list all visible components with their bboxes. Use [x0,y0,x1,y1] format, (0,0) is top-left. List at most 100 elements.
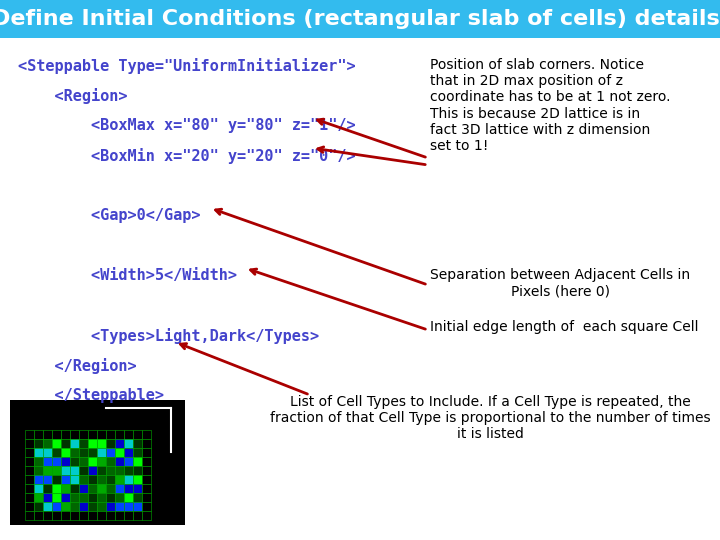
Bar [52,475,60,483]
Bar [97,475,106,483]
Bar [61,448,70,456]
Bar [106,466,114,475]
Text: <Width>5</Width>: <Width>5</Width> [18,268,237,283]
Bar [70,457,78,465]
Bar [115,448,124,456]
Bar [52,493,60,502]
Bar [133,475,142,483]
Bar [70,484,78,492]
Bar [52,430,60,438]
Bar [97,511,106,519]
Bar [142,484,150,492]
Bar [79,475,88,483]
Bar [88,430,96,438]
Bar [115,493,124,502]
Bar [43,448,52,456]
Bar [124,502,132,510]
Bar [70,439,78,448]
Bar [34,457,42,465]
Bar [43,475,52,483]
Bar [79,466,88,475]
Bar [25,493,34,502]
Bar [142,466,150,475]
Bar [52,457,60,465]
Bar [70,511,78,519]
Bar [34,439,42,448]
Text: <Gap>0</Gap>: <Gap>0</Gap> [18,208,200,223]
Bar [43,502,52,510]
Bar [124,466,132,475]
Bar [70,466,78,475]
Bar [79,448,88,456]
Bar [43,466,52,475]
Bar [97,448,106,456]
Bar [61,511,70,519]
Bar [43,430,52,438]
Bar [88,457,96,465]
Bar [52,502,60,510]
Bar [106,484,114,492]
Bar [52,448,60,456]
Text: </Steppable>: </Steppable> [18,388,164,403]
Bar [97,439,106,448]
Bar [79,430,88,438]
Bar [115,484,124,492]
Bar [34,448,42,456]
Bar [25,439,34,448]
Bar [115,466,124,475]
Bar [142,439,150,448]
Bar [25,475,34,483]
Bar [97,493,106,502]
Bar [88,448,96,456]
Bar [79,493,88,502]
Bar [88,484,96,492]
Bar [88,511,96,519]
Bar [115,457,124,465]
Bar [97,484,106,492]
Text: <BoxMin x="20" y="20" z="0"/>: <BoxMin x="20" y="20" z="0"/> [18,148,356,164]
Text: Define Initial Conditions (rectangular slab of cells) details:: Define Initial Conditions (rectangular s… [0,9,720,29]
Bar [124,475,132,483]
Bar [61,502,70,510]
Bar [70,448,78,456]
Bar [133,502,142,510]
Bar [61,475,70,483]
Bar [133,457,142,465]
Bar [133,430,142,438]
Bar [106,511,114,519]
Bar [43,439,52,448]
Bar [52,511,60,519]
Bar [133,511,142,519]
Bar [61,439,70,448]
Bar [115,439,124,448]
Bar [115,475,124,483]
Bar [124,439,132,448]
Bar [124,448,132,456]
Bar [106,439,114,448]
Text: Initial edge length of  each square Cell: Initial edge length of each square Cell [430,320,698,334]
Bar [43,457,52,465]
Bar [34,484,42,492]
Bar [88,475,96,483]
Bar [79,457,88,465]
Bar [142,457,150,465]
Bar [61,493,70,502]
Text: <Region>: <Region> [18,88,127,104]
Bar [133,493,142,502]
Bar [0,0,720,38]
Bar [124,493,132,502]
Bar [106,475,114,483]
Bar [34,466,42,475]
Bar [79,502,88,510]
Bar [34,475,42,483]
Bar [61,430,70,438]
Bar [25,457,34,465]
Bar [124,430,132,438]
Text: List of Cell Types to Include. If a Cell Type is repeated, the
fraction of that : List of Cell Types to Include. If a Cell… [270,395,711,441]
Bar [43,511,52,519]
Bar [88,493,96,502]
Bar [25,511,34,519]
Bar [142,475,150,483]
Bar [43,493,52,502]
Bar [133,466,142,475]
